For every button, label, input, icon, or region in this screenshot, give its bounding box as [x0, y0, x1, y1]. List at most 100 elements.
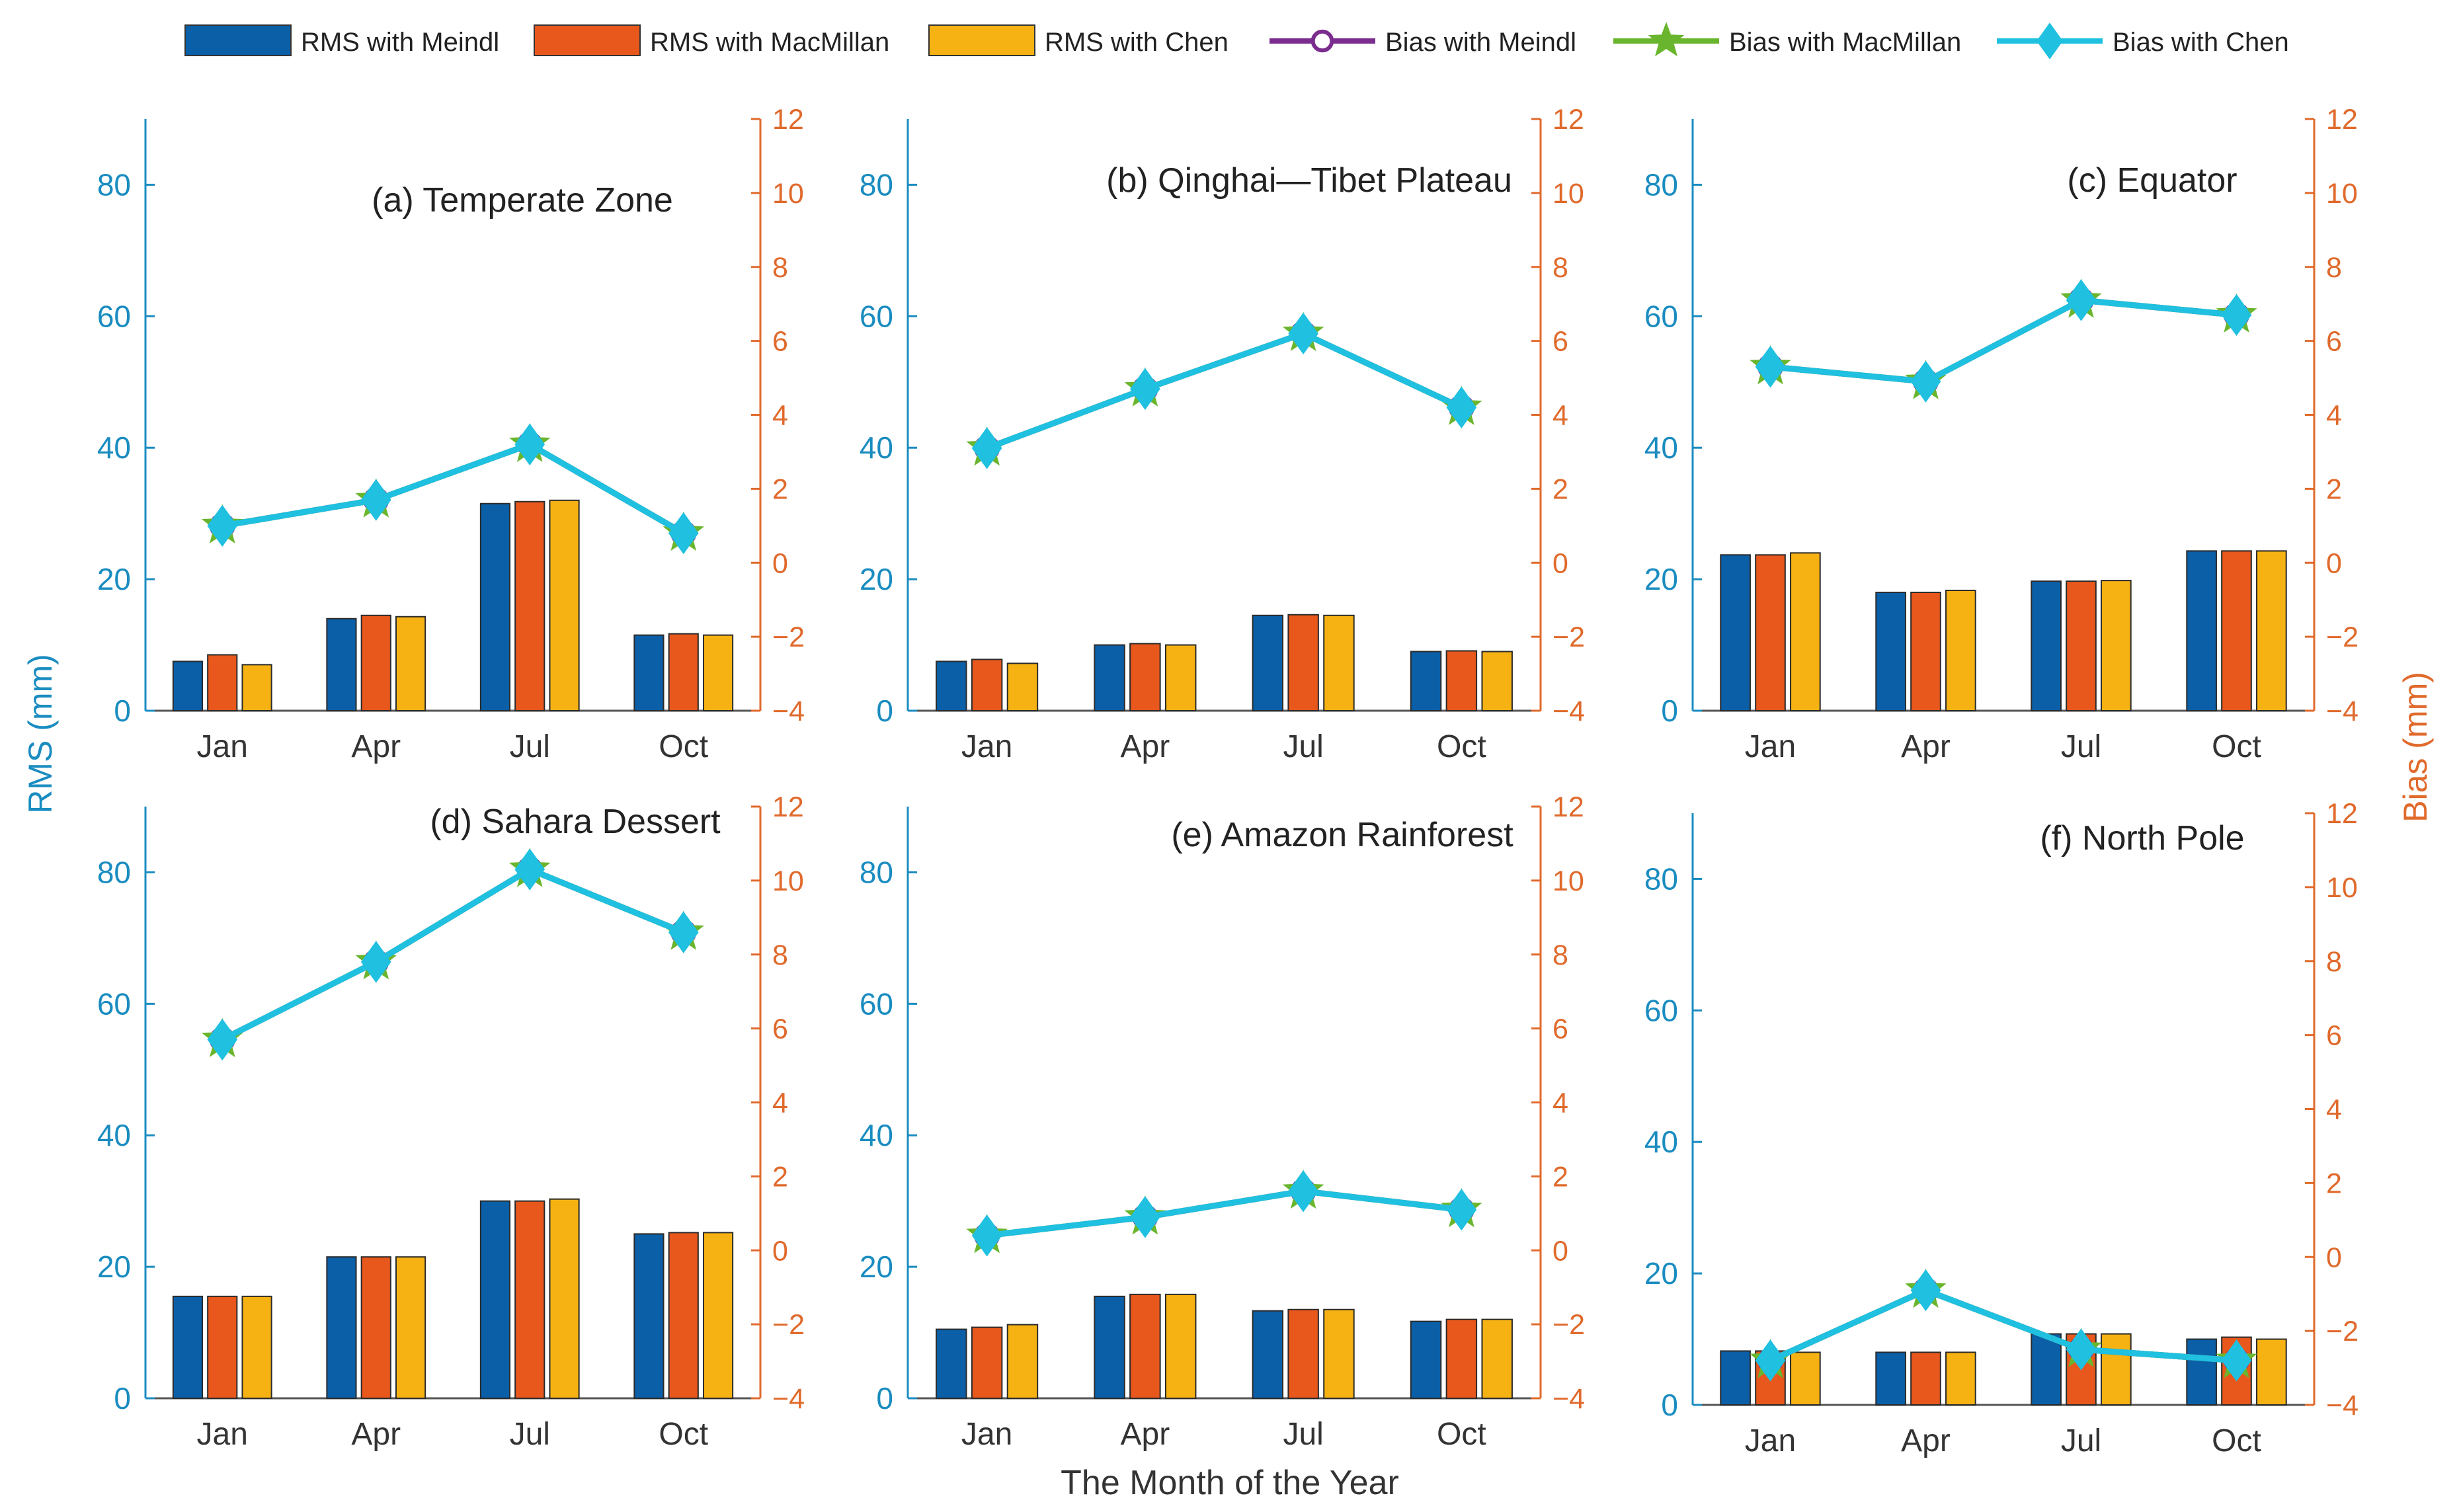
right-tick-label: −4	[2326, 696, 2358, 727]
right-tick-label: 0	[772, 1235, 788, 1267]
bar-rms-with-chen-jan	[1006, 1324, 1039, 1399]
legend-swatch-rms-chen	[928, 24, 1035, 56]
bar-rms-with-macmillan-apr	[1129, 643, 1161, 711]
x-tick-label: Jan	[961, 1417, 1012, 1452]
legend-label-rms-chen: RMS with Chen	[1045, 28, 1229, 57]
right-tick-label: 2	[2326, 1168, 2342, 1199]
right-tick-label: 10	[1552, 178, 1584, 210]
right-tick-label: 0	[2326, 1242, 2342, 1273]
bar-rms-with-chen-oct	[702, 1232, 734, 1400]
left-tick-label: 0	[114, 694, 131, 728]
bar-rms-with-chen-apr	[1945, 590, 1976, 711]
point-bias-with-chen-oct	[2221, 294, 2252, 337]
right-tick-label: −4	[772, 696, 805, 727]
left-tick-label: 40	[97, 1118, 131, 1152]
line-bias-with-meindl	[221, 866, 685, 1043]
x-tick-label: Oct	[2212, 729, 2261, 764]
bar-rms-with-chen-apr	[1164, 1293, 1197, 1400]
x-tick-label: Jul	[2061, 729, 2101, 764]
point-bias-with-chen-apr	[1130, 368, 1160, 411]
x-tick-label: Oct	[1437, 1417, 1486, 1452]
point-bias-with-chen-jul	[514, 848, 545, 891]
right-tick-label: 8	[2326, 252, 2342, 284]
right-tick-label: 4	[1552, 400, 1568, 432]
bar-rms-with-meindl-apr	[326, 617, 357, 711]
legend-label-rms-macmillan: RMS with MacMillan	[650, 28, 889, 57]
bar-rms-with-meindl-apr	[1875, 1351, 1906, 1406]
point-bias-with-chen-jan	[971, 1214, 1002, 1257]
point-bias-with-chen-jan	[971, 427, 1002, 469]
bar-rms-with-meindl-oct	[633, 634, 665, 712]
legend-label-bias-meindl: Bias with Meindl	[1385, 28, 1576, 57]
left-tick-label: 40	[860, 1118, 893, 1152]
panel-e-amazon-rainforest: 0 20 40 60 80 −4 −2 0 2 4 6 8 10 12 Jan Apr Jul Oct (e) Am…	[860, 791, 1585, 1452]
point-bias-with-chen-oct	[668, 911, 699, 953]
diamond-marker-icon	[2036, 22, 2063, 60]
right-tick-label: 6	[1552, 1014, 1568, 1045]
x-tick-label: Apr	[1901, 1423, 1951, 1458]
bar-rms-with-macmillan-jul	[514, 1200, 545, 1399]
right-tick-label: 12	[2326, 104, 2358, 136]
bar-rms-with-meindl-jan	[1720, 1350, 1751, 1406]
bar-rms-with-meindl-jan	[936, 660, 967, 712]
bar-rms-with-chen-oct	[2256, 550, 2287, 711]
bar-rms-with-meindl-oct	[2186, 1338, 2217, 1406]
right-tick-label: 12	[772, 104, 804, 136]
point-bias-with-chen-apr	[1910, 1269, 1941, 1312]
legend: RMS with Meindl RMS with MacMillan RMS wit…	[184, 22, 2289, 60]
x-tick-label: Apr	[1121, 1417, 1170, 1452]
legend-label-rms-meindl: RMS with Meindl	[301, 28, 499, 57]
left-tick-label: 80	[97, 855, 131, 889]
right-tick-label: 12	[2326, 798, 2358, 830]
legend-item-bias-chen: Bias with Chen	[1997, 22, 2289, 60]
x-tick-label: Jul	[1283, 1417, 1323, 1452]
right-tick-label: 4	[772, 1088, 788, 1119]
right-axis-label: Bias (mm)	[2397, 672, 2434, 822]
right-tick-label: 4	[2326, 1094, 2342, 1126]
bar-rms-with-chen-jul	[2101, 580, 2132, 711]
panel-c-equator: 0 20 40 60 80 −4 −2 0 2 4 6 8 10 12 Jan Apr Jul Oct (c) Eq…	[1644, 104, 2358, 764]
left-tick-label: 0	[1661, 1388, 1678, 1422]
bar-rms-with-meindl-apr	[1094, 644, 1125, 711]
right-tick-label: 6	[2326, 1020, 2342, 1052]
x-tick-label: Apr	[351, 729, 401, 764]
point-bias-with-chen-jan	[207, 504, 238, 547]
legend-label-bias-macmillan: Bias with MacMillan	[1729, 28, 1961, 57]
bar-rms-with-chen-oct	[1481, 1318, 1513, 1399]
point-bias-with-chen-jan	[1755, 1339, 1786, 1382]
line-bias-with-chen	[986, 330, 1463, 452]
left-tick-label: 80	[860, 167, 893, 202]
bar-rms-with-macmillan-jan	[207, 1295, 238, 1399]
bar-rms-with-macmillan-jul	[1287, 1308, 1319, 1399]
bar-rms-with-macmillan-oct	[2221, 550, 2252, 711]
right-tick-label: −4	[2326, 1390, 2358, 1421]
right-tick-label: 4	[2326, 400, 2342, 432]
left-tick-label: 20	[97, 562, 131, 596]
x-tick-label: Jan	[1745, 1423, 1796, 1458]
bar-rms-with-meindl-oct	[1410, 651, 1442, 711]
left-tick-label: 20	[97, 1250, 131, 1284]
right-tick-label: 6	[772, 1014, 788, 1045]
panel-title: (f) North Pole	[2040, 819, 2244, 857]
right-tick-label: −2	[1552, 1309, 1585, 1341]
panel-title: (e) Amazon Rainforest	[1171, 816, 1513, 854]
right-tick-label: 12	[772, 791, 804, 823]
bar-rms-with-chen-apr	[395, 1256, 426, 1400]
left-tick-label: 60	[1644, 299, 1678, 333]
right-tick-label: 2	[1552, 473, 1568, 505]
left-tick-label: 80	[1644, 167, 1678, 202]
right-tick-label: 6	[772, 326, 788, 358]
right-tick-label: 0	[2326, 547, 2342, 579]
bar-rms-with-chen-oct	[1481, 651, 1513, 711]
bar-rms-with-meindl-jul	[479, 1200, 511, 1399]
bar-rms-with-meindl-apr	[326, 1256, 357, 1400]
right-tick-label: 6	[1552, 326, 1568, 358]
point-bias-with-chen-apr	[1910, 360, 1941, 403]
bar-rms-with-macmillan-apr	[1910, 592, 1941, 711]
bar-rms-with-macmillan-apr	[360, 614, 391, 711]
bar-rms-with-meindl-jul	[1252, 614, 1284, 711]
line-bias-with-meindl	[222, 441, 686, 536]
point-bias-with-chen-apr	[1130, 1196, 1160, 1238]
x-tick-label: Jul	[2061, 1423, 2101, 1458]
legend-label-bias-chen: Bias with Chen	[2113, 28, 2289, 57]
